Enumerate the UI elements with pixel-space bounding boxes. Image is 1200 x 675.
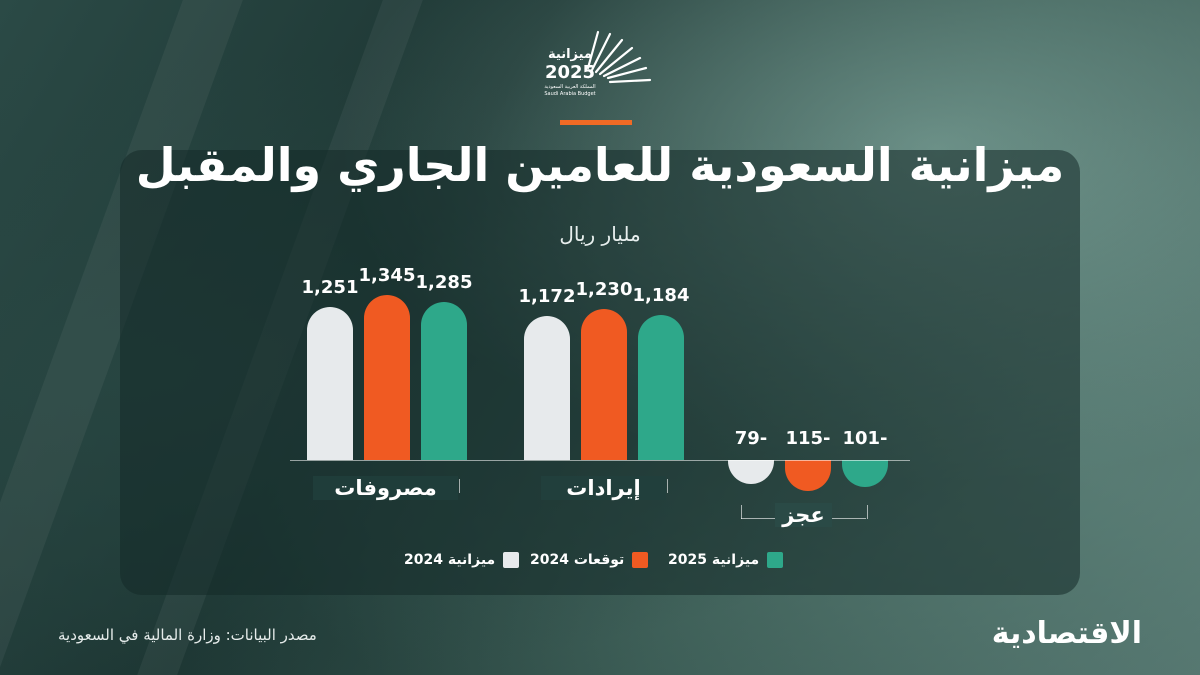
legend-label-budget-2025: ميزانية 2025 xyxy=(668,552,760,568)
legend-forecast-2024: توقعات 2024 xyxy=(530,552,649,568)
category-label-revenues: إيرادات xyxy=(541,476,666,500)
page-title: ميزانية السعودية للعامين الجاري والمقبل xyxy=(135,138,1065,192)
bar-revenues-budget-2024 xyxy=(524,316,570,460)
legend-budget-2025: ميزانية 2025 xyxy=(668,552,784,568)
category-label-deficit: عجز xyxy=(775,503,832,527)
bar-expenses-forecast-2024 xyxy=(364,295,410,460)
logo-arabic-text: ميزانية xyxy=(548,47,592,62)
category-label-expenses: مصروفات xyxy=(313,476,458,500)
data-source: مصدر البيانات: وزارة المالية في السعودية xyxy=(58,626,317,644)
value-label-deficit-forecast-2024: 115- xyxy=(785,428,831,449)
value-label-expenses-budget-2025: 1,285 xyxy=(415,272,473,294)
value-label-expenses-forecast-2024: 1,345 xyxy=(358,265,416,286)
value-label-revenues-forecast-2024: 1,230 xyxy=(575,279,633,301)
title-accent-line xyxy=(560,120,632,125)
bar-revenues-forecast-2024 xyxy=(581,309,627,460)
value-label-expenses-budget-2024: 1,251 xyxy=(301,276,359,298)
logo-year-text: 2025 xyxy=(545,62,595,83)
value-label-revenues-budget-2025: 1,184 xyxy=(632,284,690,306)
budget-logo-icon: ميزانية 2025 المملكة العربية السعودية Sa… xyxy=(544,30,652,97)
unit-label: مليار ريال xyxy=(559,222,641,246)
legend-label-forecast-2024: توقعات 2024 xyxy=(530,552,625,568)
legend-swatch-budget-2024 xyxy=(503,552,520,568)
bar-expenses-budget-2025 xyxy=(421,302,467,460)
logo-subtitle-en: Saudi Arabia Budget xyxy=(544,91,595,97)
legend-swatch-budget-2025 xyxy=(767,552,784,568)
value-label-revenues-budget-2024: 1,172 xyxy=(518,286,576,308)
bar-expenses-budget-2024 xyxy=(307,306,353,460)
budget-2025-logo: ميزانية 2025 المملكة العربية السعودية Sa… xyxy=(540,28,660,103)
logo-subtitle-ar: المملكة العربية السعودية xyxy=(544,84,595,90)
legend-swatch-forecast-2024 xyxy=(632,552,649,568)
bar-revenues-budget-2025 xyxy=(638,314,684,460)
value-label-deficit-budget-2024: 79- xyxy=(734,428,768,449)
legend-budget-2024: ميزانية 2024 xyxy=(404,552,520,568)
chart-baseline xyxy=(290,460,910,461)
legend-label-budget-2024: ميزانية 2024 xyxy=(404,552,496,568)
brand-logo: الاقتصادية xyxy=(991,616,1143,651)
value-label-deficit-budget-2025: 101- xyxy=(842,428,888,449)
category-bracket-deficit xyxy=(741,505,868,519)
